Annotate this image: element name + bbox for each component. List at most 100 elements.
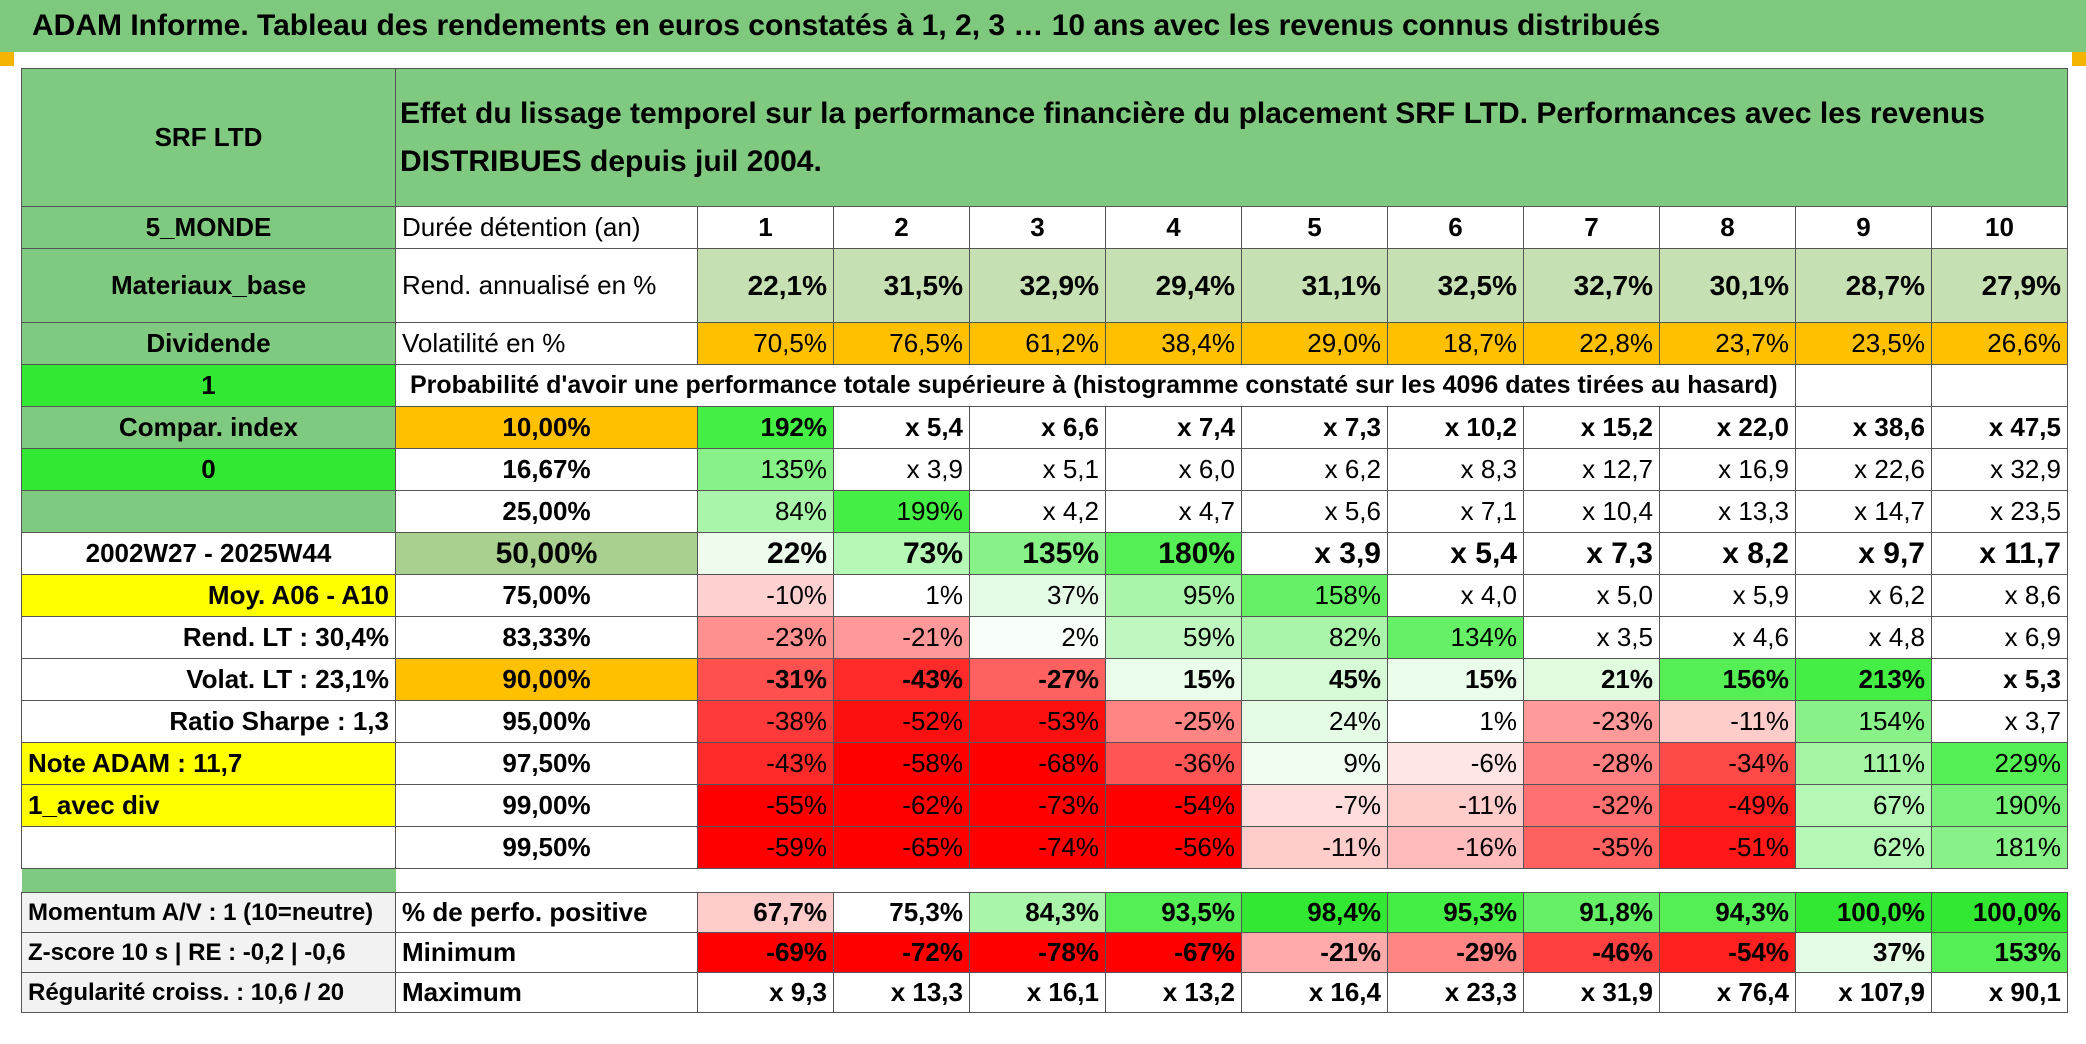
duree-col: 5 [1241, 206, 1388, 249]
regularite-label: Régularité croiss. : 10,6 / 20 [21, 972, 396, 1013]
quantile-value: x 12,7 [1523, 448, 1660, 491]
quantile-value: -58% [833, 742, 970, 785]
vol-value: 22,8% [1523, 322, 1660, 365]
quantile-value: 111% [1795, 742, 1932, 785]
corner-marker-left [0, 52, 14, 66]
minimum-value: -54% [1659, 932, 1796, 973]
quantile-value: 9% [1241, 742, 1388, 785]
minimum-value: -21% [1241, 932, 1388, 973]
quantile-value: x 6,2 [1795, 574, 1932, 617]
quantile-value: x 10,2 [1387, 406, 1524, 449]
positive-value: 100,0% [1931, 892, 2068, 933]
quantile-value: x 5,4 [833, 406, 970, 449]
duree-col: 1 [697, 206, 834, 249]
quantile-value: -16% [1387, 826, 1524, 869]
quantile-value: 135% [969, 532, 1106, 575]
quantile-value: 199% [833, 490, 970, 533]
quantile-value: -54% [1105, 784, 1242, 827]
duree-col: 3 [969, 206, 1106, 249]
vol-value: 76,5% [833, 322, 970, 365]
quantile-value: x 5,1 [969, 448, 1106, 491]
positive-value: 75,3% [833, 892, 970, 933]
quantile-value: -43% [697, 742, 834, 785]
dividend-label: Dividende [21, 322, 396, 365]
quantile-value: -38% [697, 700, 834, 743]
quantile-value: 154% [1795, 700, 1932, 743]
maximum-value: x 13,3 [833, 972, 970, 1013]
report-title: ADAM Informe. Tableau des rendements en … [0, 0, 2086, 52]
flag-one: 1 [21, 364, 396, 407]
quantile-value: x 6,0 [1105, 448, 1242, 491]
quantile-value: -53% [969, 700, 1106, 743]
quantile-value: 156% [1659, 658, 1796, 701]
minimum-value: -29% [1387, 932, 1524, 973]
quantile-value: -32% [1523, 784, 1660, 827]
quantile-value: x 32,9 [1931, 448, 2068, 491]
vol-value: 18,7% [1387, 322, 1524, 365]
quantile-value: 1% [1387, 700, 1524, 743]
quantile-label: 25,00% [395, 490, 698, 533]
quantile-label: 99,00% [395, 784, 698, 827]
quantile-value: 158% [1241, 574, 1388, 617]
quantile-value: x 4,0 [1387, 574, 1524, 617]
positive-value: 95,3% [1387, 892, 1524, 933]
vol-value: 26,6% [1931, 322, 2068, 365]
quantile-value: 15% [1105, 658, 1242, 701]
quantile-value: x 4,8 [1795, 616, 1932, 659]
quantile-value: x 4,6 [1659, 616, 1796, 659]
quantile-value: x 15,2 [1523, 406, 1660, 449]
compar-index-label: Compar. index [21, 406, 396, 449]
quantile-label: 99,50% [395, 826, 698, 869]
vol-value: 23,7% [1659, 322, 1796, 365]
quantile-value: x 11,7 [1931, 532, 2068, 575]
sector-label: Materiaux_base [21, 248, 396, 323]
empty-cell [1795, 364, 1932, 407]
rend-value: 22,1% [697, 248, 834, 323]
quantile-value: 22% [697, 532, 834, 575]
rend-value: 31,1% [1241, 248, 1388, 323]
positive-value: 98,4% [1241, 892, 1388, 933]
vol-value: 38,4% [1105, 322, 1242, 365]
quantile-value: -74% [969, 826, 1106, 869]
positive-value: 91,8% [1523, 892, 1660, 933]
quantile-value: 134% [1387, 616, 1524, 659]
quantile-value: x 3,5 [1523, 616, 1660, 659]
maximum-label: Maximum [395, 972, 698, 1013]
quantile-value: x 13,3 [1659, 490, 1796, 533]
quantile-value: x 8,2 [1659, 532, 1796, 575]
momentum-label: Momentum A/V : 1 (10=neutre) [21, 892, 396, 933]
quantile-value: -36% [1105, 742, 1242, 785]
quantile-value: x 5,0 [1523, 574, 1660, 617]
quantile-value: 62% [1795, 826, 1932, 869]
quantile-value: -21% [833, 616, 970, 659]
quantile-value: x 5,4 [1387, 532, 1524, 575]
quantile-value: x 3,9 [833, 448, 970, 491]
rend-value: 31,5% [833, 248, 970, 323]
sharpe-label: Ratio Sharpe : 1,3 [21, 700, 396, 743]
rend-value: 32,9% [969, 248, 1106, 323]
quantile-value: -11% [1659, 700, 1796, 743]
rend-value: 32,7% [1523, 248, 1660, 323]
quantile-value: x 3,7 [1931, 700, 2068, 743]
quantile-value: -68% [969, 742, 1106, 785]
quantile-value: 45% [1241, 658, 1388, 701]
duree-col: 9 [1795, 206, 1932, 249]
positive-value: 100,0% [1795, 892, 1932, 933]
quantile-value: x 5,6 [1241, 490, 1388, 533]
quantile-value: -55% [697, 784, 834, 827]
quantile-value: -51% [1659, 826, 1796, 869]
quantile-value: -10% [697, 574, 834, 617]
minimum-value: -69% [697, 932, 834, 973]
vol-value: 70,5% [697, 322, 834, 365]
maximum-value: x 76,4 [1659, 972, 1796, 1013]
div-label: 1_avec div [21, 784, 396, 827]
quantile-value: -6% [1387, 742, 1524, 785]
quantile-label: 50,00% [395, 532, 698, 575]
quantile-value: 82% [1241, 616, 1388, 659]
quantile-value: -27% [969, 658, 1106, 701]
maximum-value: x 9,3 [697, 972, 834, 1013]
zone-label: 5_MONDE [21, 206, 396, 249]
vol-value: 23,5% [1795, 322, 1932, 365]
quantile-label: 10,00% [395, 406, 698, 449]
performance-table: SRF LTD Effet du lissage temporel sur la… [21, 68, 2068, 1013]
